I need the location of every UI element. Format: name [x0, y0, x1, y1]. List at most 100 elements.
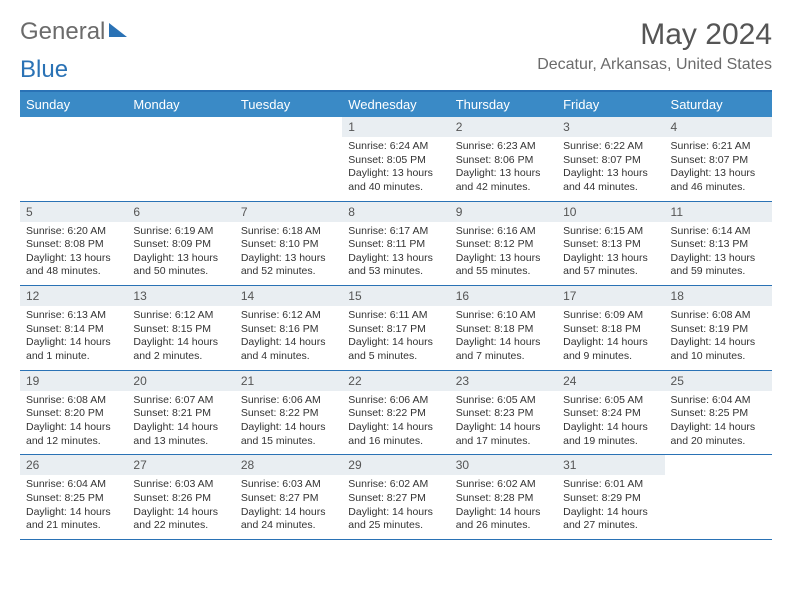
- day-number: 16: [450, 286, 557, 306]
- sunset-text: Sunset: 8:25 PM: [671, 407, 766, 421]
- calendar-cell: 22Sunrise: 6:06 AMSunset: 8:22 PMDayligh…: [342, 370, 449, 455]
- daylight-text: Daylight: 14 hours and 17 minutes.: [456, 421, 551, 448]
- cell-content: Sunrise: 6:12 AMSunset: 8:16 PMDaylight:…: [235, 306, 342, 370]
- day-number: 28: [235, 455, 342, 475]
- cell-content: Sunrise: 6:03 AMSunset: 8:27 PMDaylight:…: [235, 475, 342, 539]
- cell-content: [20, 137, 127, 195]
- calendar-cell: 30Sunrise: 6:02 AMSunset: 8:28 PMDayligh…: [450, 455, 557, 540]
- sunset-text: Sunset: 8:25 PM: [26, 492, 121, 506]
- day-number: [665, 455, 772, 475]
- daylight-text: Daylight: 14 hours and 26 minutes.: [456, 506, 551, 533]
- day-number: 5: [20, 202, 127, 222]
- cell-content: Sunrise: 6:05 AMSunset: 8:23 PMDaylight:…: [450, 391, 557, 455]
- sunset-text: Sunset: 8:09 PM: [133, 238, 228, 252]
- calendar-cell: [20, 117, 127, 201]
- sunrise-text: Sunrise: 6:18 AM: [241, 225, 336, 239]
- sunset-text: Sunset: 8:05 PM: [348, 154, 443, 168]
- cell-content: Sunrise: 6:12 AMSunset: 8:15 PMDaylight:…: [127, 306, 234, 370]
- calendar-table: SundayMondayTuesdayWednesdayThursdayFrid…: [20, 90, 772, 540]
- logo-word2: Blue: [20, 56, 68, 84]
- day-number: 19: [20, 371, 127, 391]
- sunset-text: Sunset: 8:14 PM: [26, 323, 121, 337]
- sunrise-text: Sunrise: 6:08 AM: [26, 394, 121, 408]
- calendar-cell: 29Sunrise: 6:02 AMSunset: 8:27 PMDayligh…: [342, 455, 449, 540]
- daylight-text: Daylight: 14 hours and 12 minutes.: [26, 421, 121, 448]
- calendar-cell: 21Sunrise: 6:06 AMSunset: 8:22 PMDayligh…: [235, 370, 342, 455]
- daylight-text: Daylight: 14 hours and 22 minutes.: [133, 506, 228, 533]
- calendar-cell: 9Sunrise: 6:16 AMSunset: 8:12 PMDaylight…: [450, 201, 557, 286]
- cell-content: Sunrise: 6:23 AMSunset: 8:06 PMDaylight:…: [450, 137, 557, 201]
- cell-content: Sunrise: 6:19 AMSunset: 8:09 PMDaylight:…: [127, 222, 234, 286]
- sunrise-text: Sunrise: 6:13 AM: [26, 309, 121, 323]
- day-number: 12: [20, 286, 127, 306]
- sunset-text: Sunset: 8:15 PM: [133, 323, 228, 337]
- cell-content: Sunrise: 6:05 AMSunset: 8:24 PMDaylight:…: [557, 391, 664, 455]
- sunrise-text: Sunrise: 6:04 AM: [26, 478, 121, 492]
- day-number: 22: [342, 371, 449, 391]
- cell-content: Sunrise: 6:02 AMSunset: 8:27 PMDaylight:…: [342, 475, 449, 539]
- sunrise-text: Sunrise: 6:07 AM: [133, 394, 228, 408]
- sunset-text: Sunset: 8:20 PM: [26, 407, 121, 421]
- calendar-cell: 26Sunrise: 6:04 AMSunset: 8:25 PMDayligh…: [20, 455, 127, 540]
- daylight-text: Daylight: 13 hours and 42 minutes.: [456, 167, 551, 194]
- sunrise-text: Sunrise: 6:03 AM: [133, 478, 228, 492]
- calendar-cell: 6Sunrise: 6:19 AMSunset: 8:09 PMDaylight…: [127, 201, 234, 286]
- daylight-text: Daylight: 14 hours and 4 minutes.: [241, 336, 336, 363]
- sunset-text: Sunset: 8:21 PM: [133, 407, 228, 421]
- daylight-text: Daylight: 13 hours and 46 minutes.: [671, 167, 766, 194]
- cell-content: Sunrise: 6:15 AMSunset: 8:13 PMDaylight:…: [557, 222, 664, 286]
- daylight-text: Daylight: 14 hours and 9 minutes.: [563, 336, 658, 363]
- day-number: [20, 117, 127, 137]
- sunrise-text: Sunrise: 6:24 AM: [348, 140, 443, 154]
- cell-content: Sunrise: 6:22 AMSunset: 8:07 PMDaylight:…: [557, 137, 664, 201]
- cell-content: Sunrise: 6:10 AMSunset: 8:18 PMDaylight:…: [450, 306, 557, 370]
- daylight-text: Daylight: 13 hours and 40 minutes.: [348, 167, 443, 194]
- calendar-cell: 14Sunrise: 6:12 AMSunset: 8:16 PMDayligh…: [235, 286, 342, 371]
- calendar-cell: 17Sunrise: 6:09 AMSunset: 8:18 PMDayligh…: [557, 286, 664, 371]
- sunrise-text: Sunrise: 6:10 AM: [456, 309, 551, 323]
- day-number: 15: [342, 286, 449, 306]
- cell-content: Sunrise: 6:13 AMSunset: 8:14 PMDaylight:…: [20, 306, 127, 370]
- day-number: 2: [450, 117, 557, 137]
- day-number: 30: [450, 455, 557, 475]
- calendar-cell: 4Sunrise: 6:21 AMSunset: 8:07 PMDaylight…: [665, 117, 772, 201]
- sunrise-text: Sunrise: 6:06 AM: [348, 394, 443, 408]
- sunrise-text: Sunrise: 6:19 AM: [133, 225, 228, 239]
- cell-content: Sunrise: 6:07 AMSunset: 8:21 PMDaylight:…: [127, 391, 234, 455]
- title-block: May 2024 Decatur, Arkansas, United State…: [537, 18, 772, 74]
- calendar-cell: 10Sunrise: 6:15 AMSunset: 8:13 PMDayligh…: [557, 201, 664, 286]
- day-number: 17: [557, 286, 664, 306]
- daylight-text: Daylight: 13 hours and 55 minutes.: [456, 252, 551, 279]
- daylight-text: Daylight: 13 hours and 59 minutes.: [671, 252, 766, 279]
- calendar-week-row: 19Sunrise: 6:08 AMSunset: 8:20 PMDayligh…: [20, 370, 772, 455]
- sunrise-text: Sunrise: 6:05 AM: [456, 394, 551, 408]
- calendar-week-row: 12Sunrise: 6:13 AMSunset: 8:14 PMDayligh…: [20, 286, 772, 371]
- sunrise-text: Sunrise: 6:11 AM: [348, 309, 443, 323]
- calendar-cell: 18Sunrise: 6:08 AMSunset: 8:19 PMDayligh…: [665, 286, 772, 371]
- cell-content: Sunrise: 6:06 AMSunset: 8:22 PMDaylight:…: [235, 391, 342, 455]
- calendar-cell: 19 Sunrise: 6:08 AMSunset: 8:20 PMDayligh…: [20, 370, 127, 455]
- calendar-cell: [235, 117, 342, 201]
- calendar-cell: [127, 117, 234, 201]
- sunset-text: Sunset: 8:11 PM: [348, 238, 443, 252]
- cell-content: Sunrise: 6:21 AMSunset: 8:07 PMDaylight:…: [665, 137, 772, 201]
- sunrise-text: Sunrise: 6:22 AM: [563, 140, 658, 154]
- sunrise-text: Sunrise: 6:15 AM: [563, 225, 658, 239]
- month-title: May 2024: [537, 18, 772, 52]
- logo: General: [20, 18, 127, 46]
- sunset-text: Sunset: 8:13 PM: [671, 238, 766, 252]
- calendar-cell: 13Sunrise: 6:12 AMSunset: 8:15 PMDayligh…: [127, 286, 234, 371]
- day-header: Tuesday: [235, 91, 342, 117]
- calendar-cell: 16Sunrise: 6:10 AMSunset: 8:18 PMDayligh…: [450, 286, 557, 371]
- cell-content: Sunrise: 6:04 AMSunset: 8:25 PMDaylight:…: [665, 391, 772, 455]
- sunrise-text: Sunrise: 6:06 AM: [241, 394, 336, 408]
- calendar-cell: 24Sunrise: 6:05 AMSunset: 8:24 PMDayligh…: [557, 370, 664, 455]
- sunset-text: Sunset: 8:06 PM: [456, 154, 551, 168]
- cell-content: Sunrise: 6:09 AMSunset: 8:18 PMDaylight:…: [557, 306, 664, 370]
- daylight-text: Daylight: 14 hours and 20 minutes.: [671, 421, 766, 448]
- sunrise-text: Sunrise: 6:01 AM: [563, 478, 658, 492]
- sunset-text: Sunset: 8:22 PM: [348, 407, 443, 421]
- logo-word1: General: [20, 18, 105, 46]
- calendar-cell: 28Sunrise: 6:03 AMSunset: 8:27 PMDayligh…: [235, 455, 342, 540]
- day-number: 23: [450, 371, 557, 391]
